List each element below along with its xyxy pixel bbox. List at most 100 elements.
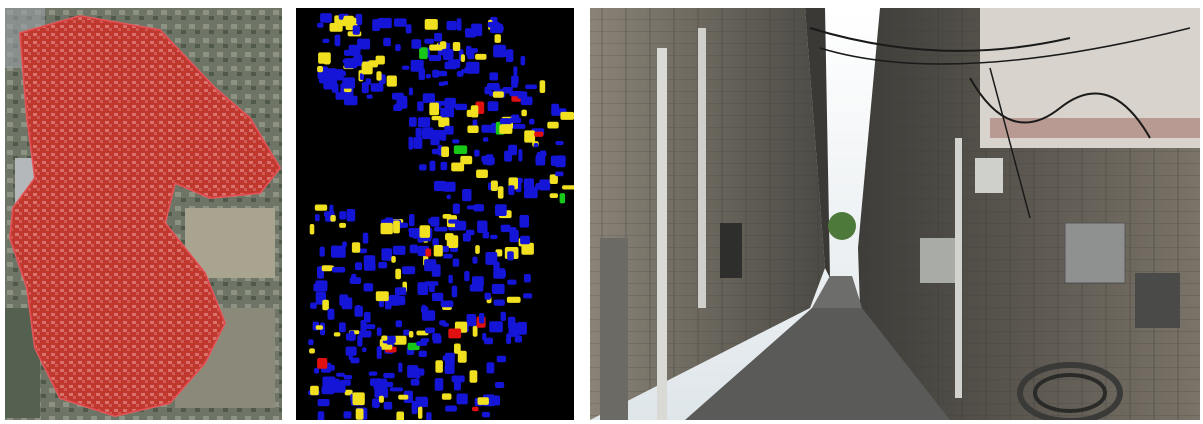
building-blob xyxy=(313,283,328,292)
building-blob xyxy=(434,70,448,77)
building-blob xyxy=(434,378,444,391)
building-blob xyxy=(315,325,323,330)
building-blob xyxy=(386,381,394,388)
building-blob xyxy=(358,248,368,254)
building-blob xyxy=(466,109,472,117)
building-blob xyxy=(506,49,514,63)
building-blob xyxy=(389,294,400,306)
building-blob xyxy=(471,23,483,37)
building-blob xyxy=(457,350,467,363)
building-blob xyxy=(462,233,471,242)
building-blob xyxy=(378,395,384,403)
building-blob xyxy=(359,330,372,338)
building-blob xyxy=(309,224,315,235)
satellite-overlay-image xyxy=(5,8,282,420)
building-blob xyxy=(470,48,478,53)
building-blob xyxy=(391,256,396,263)
building-blob xyxy=(446,20,457,31)
building-blob xyxy=(383,372,395,379)
building-blob xyxy=(355,13,363,26)
building-blob xyxy=(453,381,461,391)
building-blob xyxy=(409,244,418,254)
building-blob xyxy=(394,103,405,109)
building-blob xyxy=(429,160,436,171)
building-blob xyxy=(519,214,529,228)
building-blob xyxy=(366,94,373,99)
building-blob xyxy=(408,331,414,338)
building-blob xyxy=(452,42,461,51)
building-blob xyxy=(375,291,389,302)
building-blob xyxy=(393,220,400,234)
building-blob xyxy=(363,283,374,292)
building-blob xyxy=(493,44,506,58)
building-blob xyxy=(456,393,468,405)
building-blob xyxy=(508,322,520,335)
building-blob xyxy=(469,284,484,292)
building-blob xyxy=(460,54,465,62)
building-blob xyxy=(491,283,505,294)
building-blob xyxy=(336,372,345,377)
building-blob xyxy=(507,251,514,261)
building-blob xyxy=(343,15,354,24)
building-blob xyxy=(470,105,479,118)
building-blob xyxy=(334,34,341,47)
building-blob xyxy=(419,164,427,171)
building-blob xyxy=(469,370,478,383)
building-blob xyxy=(517,321,527,335)
building-blob xyxy=(310,385,319,396)
building-blob xyxy=(343,375,353,380)
building-blob xyxy=(467,125,479,133)
building-blob xyxy=(486,362,495,374)
building-blob xyxy=(529,118,535,125)
building-blob xyxy=(444,125,454,135)
building-blob xyxy=(334,69,344,81)
building-blob xyxy=(362,347,367,353)
building-blob xyxy=(485,252,498,265)
building-blob xyxy=(489,90,494,97)
building-blob xyxy=(339,222,346,228)
building-blob xyxy=(476,169,488,178)
building-blob xyxy=(494,34,501,43)
building-blob xyxy=(392,245,406,255)
building-blob xyxy=(524,130,536,143)
building-blob xyxy=(355,408,364,420)
building-blob xyxy=(434,180,446,192)
building-blob xyxy=(495,382,505,388)
building-blob xyxy=(317,66,323,73)
building-blob xyxy=(327,308,335,320)
building-blob xyxy=(523,293,533,299)
building-blob xyxy=(536,152,547,157)
building-blob xyxy=(365,78,372,85)
building-blob xyxy=(415,127,422,138)
building-blob xyxy=(484,292,491,300)
building-blob xyxy=(431,148,443,155)
building-blob xyxy=(489,72,499,81)
building-blob xyxy=(323,78,336,90)
building-blob xyxy=(430,216,440,227)
building-blob xyxy=(547,121,559,129)
building-blob xyxy=(477,397,489,405)
building-blob xyxy=(456,71,464,77)
building-blob xyxy=(432,238,439,247)
building-blob xyxy=(482,157,495,165)
building-blob xyxy=(452,203,460,214)
building-blob xyxy=(509,229,519,243)
building-blob xyxy=(559,193,566,204)
building-blob xyxy=(355,304,361,313)
building-blob xyxy=(431,292,444,302)
building-blob xyxy=(493,261,500,272)
building-blob xyxy=(372,19,381,32)
building-blob xyxy=(550,155,562,166)
building-blob xyxy=(396,411,404,420)
building-blob xyxy=(466,314,477,327)
building-blob xyxy=(524,189,538,199)
building-blob xyxy=(323,60,331,65)
building-blob xyxy=(422,127,434,140)
building-blob xyxy=(434,226,448,232)
building-blob xyxy=(333,332,341,337)
building-blob xyxy=(342,77,356,89)
building-blob xyxy=(431,264,441,277)
building-blob xyxy=(317,22,324,28)
building-blob xyxy=(455,220,467,231)
building-blob xyxy=(500,311,506,321)
